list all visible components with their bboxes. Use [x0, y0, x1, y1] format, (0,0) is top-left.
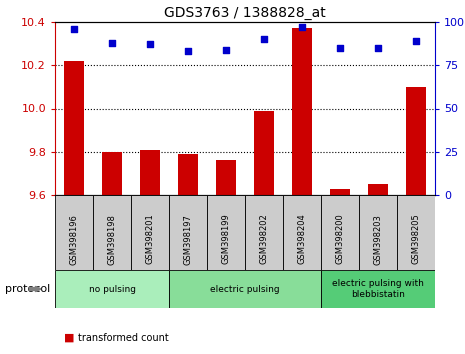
Text: GSM398205: GSM398205 [412, 214, 420, 264]
Point [298, 24, 306, 30]
Text: GSM398200: GSM398200 [336, 214, 345, 264]
Text: protocol: protocol [5, 284, 50, 294]
Text: electric pulsing with
blebbistatin: electric pulsing with blebbistatin [332, 279, 424, 299]
FancyBboxPatch shape [169, 195, 207, 270]
Point [184, 48, 192, 54]
FancyBboxPatch shape [283, 195, 321, 270]
Bar [367, 184, 388, 195]
FancyBboxPatch shape [131, 195, 169, 270]
Point [222, 47, 230, 52]
Bar [292, 28, 312, 195]
Text: GSM398203: GSM398203 [373, 214, 383, 265]
Bar [253, 111, 274, 195]
FancyBboxPatch shape [397, 195, 435, 270]
Text: GSM398204: GSM398204 [298, 214, 306, 264]
FancyBboxPatch shape [321, 270, 435, 308]
Point [108, 40, 116, 46]
Bar [140, 150, 160, 195]
FancyBboxPatch shape [207, 195, 245, 270]
FancyBboxPatch shape [55, 270, 169, 308]
FancyBboxPatch shape [245, 195, 283, 270]
FancyBboxPatch shape [55, 195, 93, 270]
Text: GSM398198: GSM398198 [107, 214, 117, 265]
Point [412, 38, 420, 44]
Text: GSM398202: GSM398202 [259, 214, 268, 264]
Bar [405, 87, 426, 195]
Text: GSM398196: GSM398196 [69, 214, 79, 265]
Text: GSM398197: GSM398197 [184, 214, 193, 265]
FancyBboxPatch shape [359, 195, 397, 270]
FancyBboxPatch shape [321, 195, 359, 270]
FancyBboxPatch shape [169, 270, 321, 308]
Point [146, 42, 154, 47]
Point [336, 45, 344, 51]
FancyBboxPatch shape [93, 195, 131, 270]
Point [374, 45, 382, 51]
Text: ■: ■ [64, 333, 75, 343]
Text: GSM398201: GSM398201 [146, 214, 154, 264]
Point [70, 26, 78, 32]
Bar [64, 61, 85, 195]
Text: no pulsing: no pulsing [88, 285, 135, 293]
Bar [101, 152, 122, 195]
Bar [216, 160, 236, 195]
Bar [178, 154, 199, 195]
Text: transformed count: transformed count [78, 333, 169, 343]
Bar [330, 189, 351, 195]
Text: electric pulsing: electric pulsing [210, 285, 280, 293]
Point [260, 36, 268, 42]
Title: GDS3763 / 1388828_at: GDS3763 / 1388828_at [164, 6, 326, 19]
Text: GSM398199: GSM398199 [221, 214, 231, 264]
